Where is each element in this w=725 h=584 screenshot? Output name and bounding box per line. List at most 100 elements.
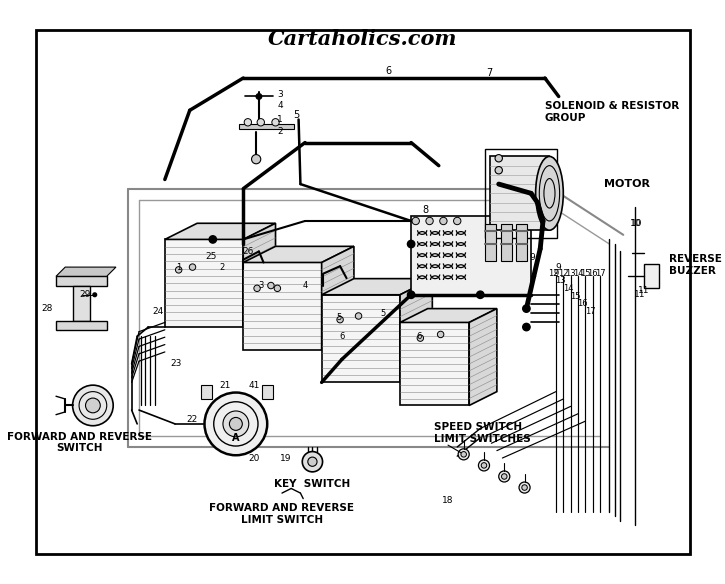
Text: 1: 1 (176, 263, 181, 272)
Text: 9: 9 (529, 253, 535, 262)
Text: A: A (232, 433, 240, 443)
Text: 1: 1 (278, 115, 283, 124)
Ellipse shape (536, 157, 563, 230)
Text: 13: 13 (566, 269, 576, 278)
Polygon shape (322, 246, 354, 350)
Text: 14: 14 (573, 269, 584, 278)
Bar (485, 149, 557, 238)
Circle shape (407, 241, 415, 248)
Text: 16: 16 (577, 300, 588, 308)
Bar (72, 286, 90, 321)
Text: 6: 6 (417, 332, 422, 341)
Circle shape (355, 313, 362, 319)
Circle shape (407, 291, 415, 298)
Text: 41: 41 (249, 381, 260, 390)
Polygon shape (469, 308, 497, 405)
Polygon shape (400, 308, 497, 322)
Text: 9: 9 (553, 269, 558, 278)
Circle shape (175, 267, 182, 273)
Text: MOTOR: MOTOR (604, 179, 650, 189)
Bar (489, 157, 550, 230)
Circle shape (256, 93, 262, 99)
Circle shape (302, 451, 323, 472)
Circle shape (93, 293, 96, 297)
Polygon shape (400, 279, 432, 383)
Text: 29: 29 (79, 290, 91, 299)
Circle shape (478, 460, 489, 471)
Circle shape (458, 449, 469, 460)
Text: 15: 15 (580, 269, 591, 278)
Text: Cartaholics.com: Cartaholics.com (268, 29, 457, 49)
Circle shape (499, 471, 510, 482)
Text: 22: 22 (186, 415, 197, 424)
Circle shape (86, 398, 100, 413)
Text: 13: 13 (555, 276, 566, 286)
Circle shape (337, 317, 344, 323)
Circle shape (461, 451, 466, 457)
Circle shape (439, 217, 447, 225)
Bar (500, 224, 512, 260)
Text: 11: 11 (634, 290, 645, 299)
Text: 20: 20 (249, 454, 260, 464)
Text: 10: 10 (629, 219, 641, 228)
Polygon shape (400, 322, 469, 405)
Bar (645, 265, 659, 288)
Circle shape (189, 264, 196, 270)
Circle shape (252, 155, 261, 164)
Circle shape (437, 331, 444, 338)
Text: 10: 10 (631, 219, 643, 228)
Polygon shape (165, 223, 276, 239)
Text: 6: 6 (339, 332, 344, 341)
Circle shape (257, 119, 265, 126)
Circle shape (274, 285, 281, 291)
Text: 12: 12 (558, 269, 568, 278)
Circle shape (522, 485, 527, 491)
Circle shape (454, 217, 461, 225)
Text: 19: 19 (280, 454, 291, 463)
Text: 26: 26 (242, 247, 254, 256)
Circle shape (523, 324, 530, 331)
Bar (516, 224, 527, 260)
Circle shape (481, 463, 486, 468)
Text: 5: 5 (293, 110, 299, 120)
Circle shape (204, 392, 268, 456)
Bar (239, 124, 294, 128)
Text: 24: 24 (153, 307, 164, 316)
Circle shape (223, 411, 249, 437)
Circle shape (417, 335, 423, 341)
Circle shape (268, 282, 274, 288)
Text: 21: 21 (219, 381, 231, 390)
Circle shape (72, 385, 113, 426)
Circle shape (272, 119, 279, 126)
Text: 3: 3 (278, 90, 283, 99)
Text: 12: 12 (548, 269, 558, 278)
Text: 7: 7 (486, 68, 492, 78)
Bar (411, 216, 531, 295)
Text: 15: 15 (570, 292, 581, 301)
Polygon shape (244, 246, 354, 262)
Text: 14: 14 (563, 284, 573, 293)
Circle shape (476, 291, 484, 298)
Polygon shape (165, 239, 244, 327)
Text: 17: 17 (595, 269, 605, 278)
Circle shape (229, 418, 242, 430)
Circle shape (495, 155, 502, 162)
Text: KEY  SWITCH: KEY SWITCH (274, 479, 351, 489)
Polygon shape (322, 295, 400, 383)
Text: 3: 3 (258, 281, 263, 290)
Bar (485, 224, 496, 260)
Circle shape (254, 285, 260, 291)
Circle shape (209, 236, 217, 243)
Bar (201, 385, 212, 399)
Text: 25: 25 (205, 252, 217, 260)
Circle shape (523, 305, 530, 312)
Text: 2: 2 (220, 263, 225, 272)
Bar (262, 385, 273, 399)
Circle shape (426, 217, 434, 225)
Circle shape (495, 166, 502, 174)
Text: SPEED SWITCH
LIMIT SWITCHES: SPEED SWITCH LIMIT SWITCHES (434, 422, 531, 444)
Circle shape (502, 474, 507, 479)
Circle shape (244, 119, 252, 126)
Text: 4: 4 (278, 101, 283, 110)
Text: FORWARD AND REVERSE
SWITCH: FORWARD AND REVERSE SWITCH (7, 432, 152, 453)
